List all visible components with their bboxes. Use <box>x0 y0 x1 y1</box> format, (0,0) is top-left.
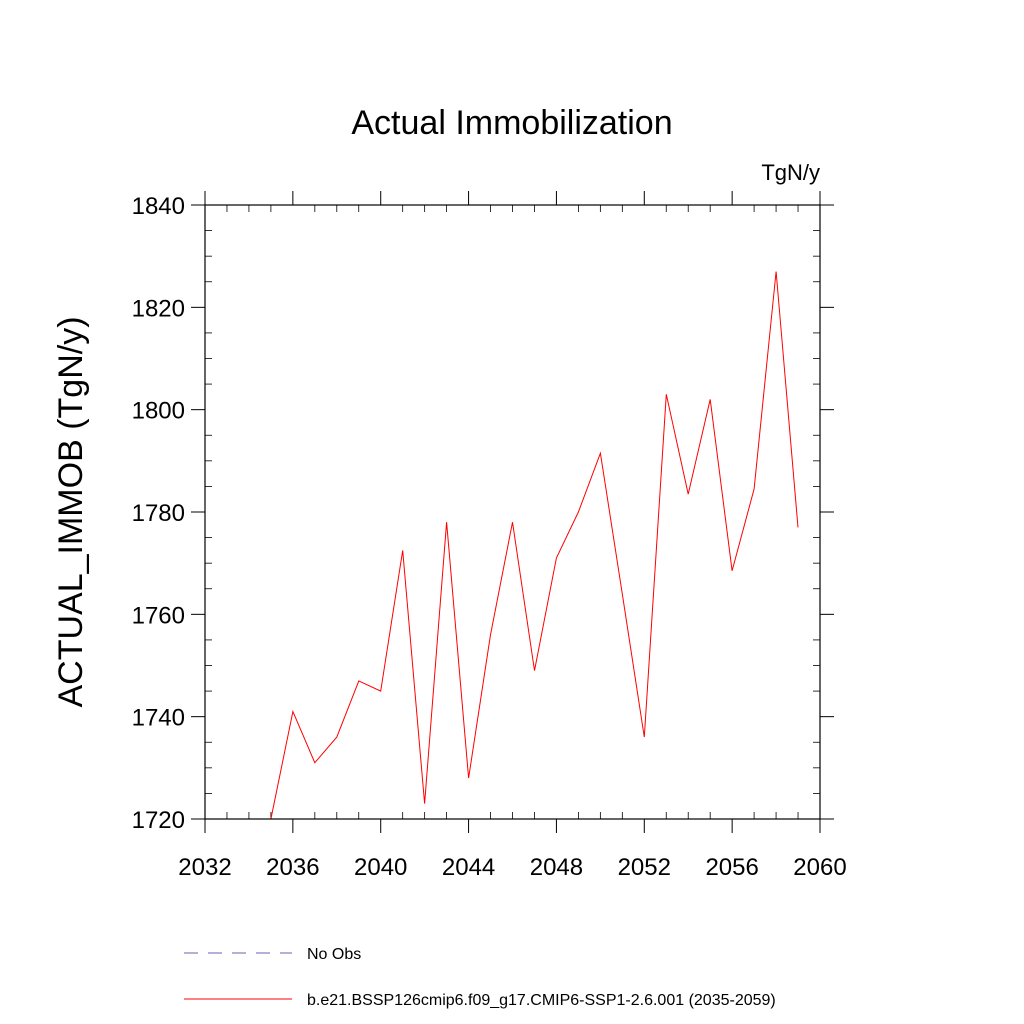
chart-title: Actual Immobilization <box>351 104 672 142</box>
y-tick-label: 1820 <box>132 295 185 322</box>
y-tick-label: 1760 <box>132 602 185 629</box>
y-tick-label: 1800 <box>132 398 185 425</box>
axis-ticks <box>191 191 834 833</box>
x-tick-labels: 2032 2036 2040 2044 2048 2052 2056 2060 <box>178 854 846 881</box>
x-tick-label: 2056 <box>705 854 758 881</box>
series-line <box>270 271 799 820</box>
plot-frame <box>204 204 821 820</box>
y-tick-label: 1740 <box>132 705 185 732</box>
x-tick-label: 2032 <box>178 854 231 881</box>
x-tick-label: 2044 <box>442 854 495 881</box>
x-tick-label: 2048 <box>530 854 583 881</box>
y-tick-label: 1720 <box>132 807 185 834</box>
legend-label: No Obs <box>307 946 361 963</box>
y-tick-label: 1780 <box>132 500 185 527</box>
y-axis-label: ACTUAL_IMMOB (TgN/y) <box>52 316 90 707</box>
x-tick-label: 2040 <box>354 854 407 881</box>
legend-label: b.e21.BSSP126cmip6.f09_g17.CMIP6-SSP1-2.… <box>307 992 776 1009</box>
units-label: TgN/y <box>761 160 820 185</box>
y-tick-label: 1840 <box>132 193 185 220</box>
legend: No Obs b.e21.BSSP126cmip6.f09_g17.CMIP6-S… <box>184 946 776 1009</box>
x-tick-label: 2060 <box>793 854 846 881</box>
x-tick-label: 2052 <box>618 854 671 881</box>
y-tick-labels: 1720 1740 1760 1780 1800 1820 1840 <box>132 193 185 834</box>
plot-series <box>270 271 799 820</box>
x-tick-label: 2036 <box>266 854 319 881</box>
